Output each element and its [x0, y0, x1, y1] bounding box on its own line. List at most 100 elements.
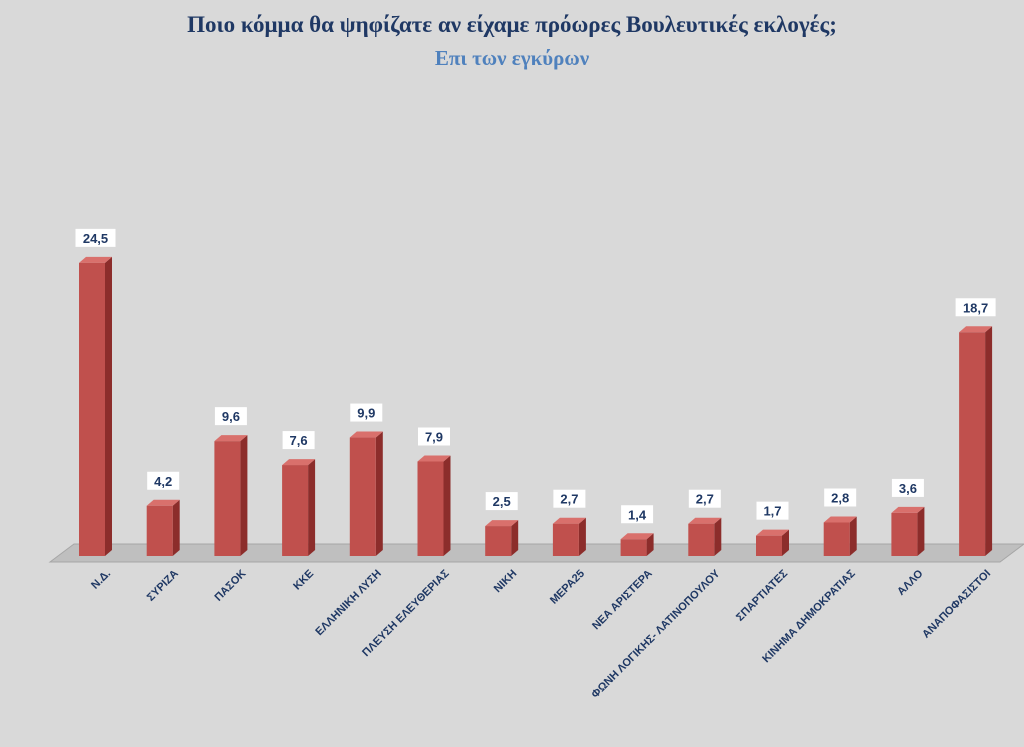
data-label-box [688, 489, 721, 508]
bar [891, 506, 925, 556]
data-label: 18,7 [955, 298, 996, 317]
category-label: ΠΑΣΟΚ [212, 568, 248, 604]
data-label-text: 2,7 [560, 492, 578, 507]
bar [552, 517, 586, 556]
data-label-text: 4,2 [154, 474, 172, 489]
data-label: 7,6 [282, 431, 315, 450]
bar-side [443, 455, 451, 556]
bar-front [552, 523, 579, 556]
data-label-text: 18,7 [963, 300, 988, 315]
bar-top [349, 431, 383, 438]
data-label-box [756, 501, 789, 520]
category-label: ΝΕΑ ΑΡΙΣΤΕΡΑ [590, 568, 655, 633]
bar-top [214, 435, 248, 442]
data-label: 2,7 [553, 489, 586, 508]
bar-top [756, 529, 789, 536]
bar [485, 520, 519, 556]
bar [349, 431, 383, 556]
bar-side [308, 459, 316, 556]
category-label: ΚΚΕ [291, 568, 316, 593]
bar-front [349, 437, 376, 556]
data-label: 9,6 [214, 407, 247, 426]
data-label-box [75, 228, 116, 247]
bar-front [756, 535, 782, 556]
data-label-text: 7,6 [290, 433, 308, 448]
data-label-box [282, 431, 315, 450]
data-label-box [214, 407, 247, 426]
data-label-box [350, 403, 383, 422]
bar-top [959, 326, 993, 333]
data-label-box [955, 298, 996, 317]
bar [823, 516, 857, 556]
data-label-box [891, 478, 924, 497]
bar-side [375, 431, 383, 556]
data-label: 1,4 [621, 505, 654, 524]
bar-top [552, 517, 586, 524]
bar-front [959, 332, 986, 556]
category-label: Ν.Δ. [89, 568, 113, 592]
bar-side [240, 435, 248, 556]
data-label-text: 3,6 [899, 481, 917, 496]
bar-top [79, 256, 112, 263]
bar-top [485, 520, 519, 527]
data-label: 1,7 [756, 501, 789, 520]
data-label: 7,9 [418, 427, 450, 446]
bar-side [782, 529, 789, 556]
category-label: ΕΛΛΗΝΙΚΗ ΛΥΣΗ [313, 568, 384, 639]
bar-side [917, 506, 925, 556]
bar-front [485, 526, 512, 556]
bar-side [578, 517, 586, 556]
data-label-text: 2,8 [831, 491, 849, 506]
bar-front [620, 539, 647, 556]
data-label-box [553, 489, 586, 508]
category-label: ΜΕΡΑ25 [548, 568, 587, 607]
bar-top [146, 499, 180, 506]
data-label-box [621, 505, 654, 524]
bar [282, 459, 316, 556]
bar [756, 529, 789, 556]
bar [688, 517, 722, 556]
data-label-text: 24,5 [83, 231, 108, 246]
data-label: 4,2 [147, 471, 180, 490]
bar-top [688, 517, 722, 524]
bar [620, 533, 654, 556]
bar [417, 455, 451, 556]
chart-floor [48, 543, 1024, 563]
data-label: 9,9 [350, 403, 383, 422]
data-label: 2,7 [688, 489, 721, 508]
chart-title: Ποιο κόμμα θα ψηφίζατε αν είχαμε πρόωρες… [187, 12, 837, 37]
data-label-box [147, 471, 180, 490]
bar [959, 326, 993, 556]
bar-side [511, 520, 519, 556]
data-label-box [485, 492, 518, 511]
data-label: 24,5 [75, 228, 116, 247]
data-label-text: 9,6 [222, 409, 240, 424]
bar-side [849, 516, 857, 556]
category-label: ΣΥΡΙΖΑ [145, 568, 181, 604]
category-label: ΦΩΝΗ ΛΟΓΙΚΗΣ- ΛΑΤΙΝΟΠΟΥΛΟΥ [589, 567, 723, 701]
bar-front [214, 441, 241, 556]
bar-front [146, 505, 173, 556]
bar-front [282, 465, 309, 556]
data-label-text: 2,7 [696, 492, 714, 507]
bar [214, 435, 248, 556]
data-label-box [824, 488, 857, 507]
bar-front [688, 523, 715, 556]
bar-front [823, 522, 850, 556]
bar-top [891, 506, 925, 513]
bar [79, 256, 112, 556]
data-label-text: 2,5 [493, 494, 511, 509]
data-label-text: 7,9 [425, 429, 443, 444]
bar-side [646, 533, 654, 556]
bar-top [417, 455, 451, 462]
data-label: 2,5 [485, 492, 518, 511]
chart-subtitle: Επι των εγκύρων [434, 46, 590, 70]
bar [146, 499, 180, 556]
bar-top [620, 533, 654, 540]
bar-top [823, 516, 857, 523]
bar-side [985, 326, 993, 556]
bar-side [105, 256, 112, 556]
bar-side [714, 517, 722, 556]
bar-top [282, 459, 316, 466]
